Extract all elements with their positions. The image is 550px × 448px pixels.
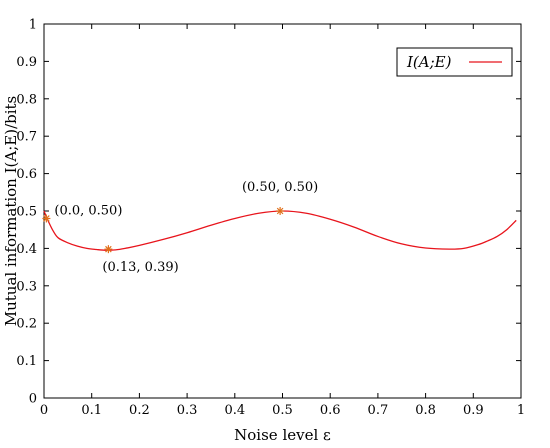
y-tick-label: 0.3 [16,279,37,294]
y-tick-label: 0.4 [16,242,37,257]
x-tick-label: 0.7 [368,403,389,418]
y-tick-label: 0.7 [16,130,37,145]
data-point-label: (0.0, 0.50) [54,203,122,218]
legend: I(A;E) [396,47,513,77]
x-tick-label: 0.3 [177,403,198,418]
data-point-marker [276,207,285,215]
y-tick-label: 1 [29,18,37,33]
x-tick-label: 0.2 [129,403,150,418]
y-axis-title: Mutual information I(A;E)/bits [2,96,20,327]
x-tick-label: 0.1 [81,403,102,418]
x-axis: 0 0.1 0.2 0.3 0.4 0.5 0.6 0.7 0.8 0.9 1 [40,24,525,418]
y-tick-label: 0.9 [16,55,37,70]
y-tick-label: 0 [29,392,37,407]
x-tick-label: 0.5 [272,403,293,418]
marker-layer [42,207,285,254]
y-tick-label: 0.5 [16,205,37,220]
x-tick-label: 0.4 [224,403,245,418]
y-tick-label: 0.1 [16,354,37,369]
y-tick-label: 0.8 [16,92,37,107]
data-point-marker [42,214,51,223]
x-tick-label: 0 [40,403,48,418]
y-tick-label: 0.2 [16,317,37,332]
annotation-layer: (0.0, 0.50) (0.13, 0.39) (0.50, 0.50) [54,180,318,275]
y-tick-label: 0.6 [16,167,37,182]
data-point-label: (0.13, 0.39) [102,260,178,275]
x-axis-title: Noise level ε [234,426,331,444]
legend-label: I(A;E) [406,53,452,71]
series-layer [43,210,517,251]
x-tick-label: 0.6 [320,403,341,418]
x-tick-label: 0.9 [463,403,484,418]
y-axis: 0 0.1 0.2 0.3 0.4 0.5 0.6 0.7 0.8 0.9 1 [16,18,521,407]
data-point-label: (0.50, 0.50) [242,180,318,195]
x-tick-label: 1 [517,403,525,418]
series-line [43,210,517,251]
x-tick-label: 0.8 [415,403,436,418]
data-point-marker [104,245,113,254]
